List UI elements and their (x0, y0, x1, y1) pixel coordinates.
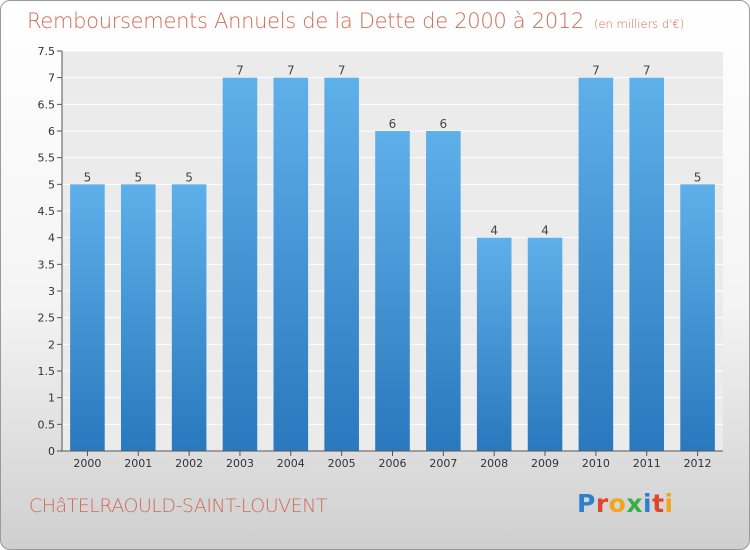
logo-letter: o (608, 489, 627, 518)
chart-title: Remboursements Annuels de la Dette de 20… (27, 9, 684, 33)
bar-2003 (222, 77, 258, 452)
x-tick-label: 2007 (429, 457, 457, 470)
commune-name: CHâTELRAOULD-SAINT-LOUVENT (29, 495, 327, 517)
y-tick-label: 7 (48, 72, 55, 85)
bar-2001 (120, 184, 156, 452)
bar-2009 (527, 237, 563, 451)
logo-letter: r (595, 489, 609, 518)
data-label: 6 (389, 117, 397, 131)
chart-subtitle: (en milliers d'€) (594, 17, 685, 31)
data-labels: 5 5 5 7 7 7 6 6 4 4 7 7 5 (84, 64, 702, 238)
logo-letter: t (652, 489, 665, 518)
data-label: 5 (185, 170, 193, 184)
x-tick-label: 2002 (175, 457, 203, 470)
y-tick-label: 1.5 (38, 365, 56, 378)
y-tick-label: 5.5 (38, 152, 56, 165)
bar-2012 (680, 184, 715, 452)
bar-2005 (324, 77, 359, 452)
y-tick-label: 3.5 (38, 258, 56, 271)
x-tick-label: 2012 (684, 457, 712, 470)
x-tick-label: 2006 (379, 457, 407, 470)
bar-2002 (171, 184, 207, 452)
x-tick-label: 2010 (582, 457, 610, 470)
proxiti-logo: Proxiti (577, 489, 674, 518)
data-label: 5 (694, 170, 702, 184)
bar-2006 (375, 131, 410, 451)
y-tick-label: 2 (48, 338, 55, 351)
x-tick-label: 2008 (480, 457, 508, 470)
y-tick-label: 5 (48, 178, 55, 191)
y-tick-label: 0 (48, 445, 55, 458)
bar-2004 (273, 77, 309, 452)
y-axis-ticks: 0 0.5 1 1.5 2 2.5 3 3.5 4 4.5 5 5.5 6 6.5 7 7.5 (38, 45, 62, 458)
data-label: 5 (134, 170, 142, 184)
x-tick-label: 2000 (73, 457, 101, 470)
data-label: 7 (592, 64, 600, 78)
logo-letter: P (577, 489, 596, 518)
data-label: 7 (643, 64, 651, 78)
logo-letter: i (664, 489, 674, 518)
y-tick-label: 3 (48, 285, 55, 298)
logo-letter: i (643, 489, 653, 518)
y-tick-label: 0.5 (38, 418, 56, 431)
bar-2007 (426, 131, 461, 451)
data-label: 6 (440, 117, 448, 131)
x-tick-label: 2005 (328, 457, 356, 470)
y-tick-label: 4.5 (38, 205, 56, 218)
data-label: 7 (338, 64, 346, 78)
x-tick-label: 2003 (226, 457, 254, 470)
bar-2000 (70, 184, 105, 452)
x-tick-label: 2001 (124, 457, 152, 470)
y-tick-label: 6.5 (38, 98, 56, 111)
data-label: 5 (84, 170, 92, 184)
x-axis-ticks: 2000 2001 2002 2003 2004 2005 2006 2007 2008 2009… (73, 451, 712, 470)
bar-2010 (578, 77, 614, 452)
y-tick-label: 6 (48, 125, 55, 138)
bar-2011 (629, 77, 665, 452)
x-tick-label: 2009 (531, 457, 559, 470)
bar-2008 (476, 237, 512, 451)
data-label: 4 (490, 224, 498, 238)
data-label: 4 (541, 224, 549, 238)
y-tick-label: 2.5 (38, 312, 56, 325)
x-tick-label: 2004 (277, 457, 305, 470)
data-label: 7 (236, 64, 244, 78)
y-tick-label: 4 (48, 232, 55, 245)
bars (70, 77, 715, 452)
y-tick-label: 7.5 (38, 45, 56, 58)
chart-title-text: Remboursements Annuels de la Dette de 20… (27, 9, 584, 33)
data-label: 7 (287, 64, 295, 78)
x-tick-label: 2011 (633, 457, 661, 470)
logo-letter: x (626, 489, 643, 518)
y-tick-label: 1 (48, 392, 55, 405)
